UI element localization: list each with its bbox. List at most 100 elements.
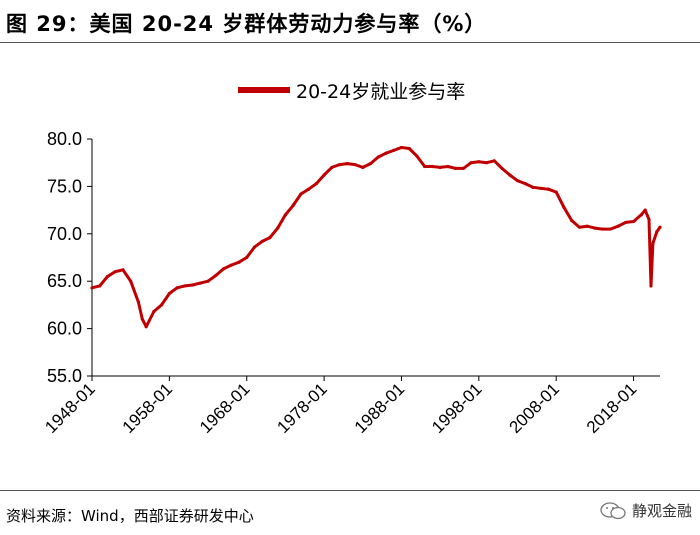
data-point — [639, 213, 643, 217]
series-line — [91, 146, 662, 329]
data-point — [214, 273, 218, 278]
data-point — [446, 164, 450, 169]
data-point — [608, 227, 612, 231]
data-point — [140, 317, 144, 321]
data-point — [283, 213, 288, 217]
x-tick-label: 1988-01 — [351, 379, 409, 437]
data-point — [531, 185, 535, 189]
data-point — [129, 279, 133, 283]
y-tick-label: 60.0 — [47, 319, 82, 339]
data-point — [206, 279, 210, 283]
data-point — [90, 286, 94, 290]
data-point — [160, 303, 164, 307]
data-point — [314, 181, 318, 186]
data-point — [577, 225, 582, 229]
data-point — [647, 217, 651, 222]
x-tick-label: 1978-01 — [273, 379, 331, 437]
data-point — [152, 309, 156, 314]
legend-swatch — [238, 87, 290, 93]
data-point — [237, 260, 241, 264]
data-point — [190, 283, 195, 287]
data-point — [492, 159, 496, 163]
data-point — [361, 165, 365, 170]
data-point — [245, 255, 249, 260]
x-tick-label: 1968-01 — [196, 379, 254, 437]
data-point — [469, 161, 473, 165]
data-point — [221, 267, 226, 271]
data-point — [198, 281, 202, 285]
data-point — [299, 192, 303, 196]
data-point — [593, 226, 597, 230]
brand-name: 静观金融 — [631, 502, 692, 520]
data-point — [643, 208, 647, 212]
data-point — [268, 235, 272, 240]
data-point — [651, 241, 655, 245]
data-point — [144, 325, 148, 329]
data-point — [307, 187, 311, 191]
data-point — [330, 165, 334, 170]
data-point — [252, 245, 257, 249]
title-divider — [0, 42, 700, 43]
y-tick-label: 75.0 — [47, 176, 82, 196]
data-point — [105, 274, 110, 279]
data-point — [407, 146, 411, 151]
data-point — [515, 179, 520, 183]
x-tick-label: 2008-01 — [505, 379, 563, 437]
figure-title: 图 29：美国 20-24 岁群体劳动力参与率（%） — [6, 12, 487, 36]
y-tick-label: 70.0 — [47, 224, 82, 244]
x-tick-label: 1998-01 — [428, 379, 486, 437]
data-point — [585, 224, 589, 228]
data-point — [98, 284, 102, 288]
data-point — [649, 284, 653, 288]
data-point — [546, 187, 551, 191]
legend-label: 20-24岁就业参与率 — [296, 80, 466, 103]
data-point — [229, 263, 233, 267]
data-point — [454, 166, 458, 170]
data-point — [276, 226, 280, 230]
data-point — [554, 190, 558, 194]
data-point — [415, 154, 419, 158]
data-point — [136, 300, 141, 304]
data-point — [384, 151, 388, 155]
data-point — [562, 205, 566, 209]
data-point — [616, 224, 620, 228]
chart-legend: 20-24岁就业参与率 — [238, 78, 466, 103]
data-point — [353, 162, 357, 167]
data-point — [500, 166, 504, 170]
data-point — [658, 225, 662, 229]
data-point — [484, 161, 489, 165]
y-tick-label: 80.0 — [47, 129, 82, 149]
data-point — [423, 164, 427, 169]
brand-watermark: 静观金融 — [600, 500, 692, 521]
data-point — [291, 203, 295, 207]
data-point — [601, 227, 605, 231]
y-tick-label: 55.0 — [47, 366, 82, 386]
data-point — [337, 162, 342, 167]
data-point — [113, 270, 117, 274]
data-point — [392, 148, 396, 152]
data-point — [477, 160, 481, 164]
data-point — [570, 218, 574, 223]
data-point — [631, 219, 636, 224]
y-tick-label: 65.0 — [47, 271, 82, 291]
data-point — [655, 230, 659, 234]
data-point — [539, 186, 543, 190]
data-point — [508, 173, 512, 177]
x-tick-label: 1958-01 — [119, 379, 177, 437]
data-point — [322, 173, 326, 177]
data-point — [430, 164, 435, 169]
footer-divider — [0, 490, 700, 491]
data-point — [260, 239, 264, 243]
data-point — [368, 162, 373, 166]
data-point — [399, 145, 404, 150]
data-point — [624, 220, 628, 225]
x-tick-label: 1948-01 — [41, 379, 99, 437]
data-point — [183, 284, 187, 288]
data-point — [438, 165, 442, 170]
data-point — [345, 162, 349, 166]
source-note: 资料来源：Wind，西部证券研发中心 — [6, 507, 254, 525]
data-point — [167, 291, 171, 296]
wechat-icon — [600, 501, 626, 519]
data-point — [376, 155, 380, 159]
